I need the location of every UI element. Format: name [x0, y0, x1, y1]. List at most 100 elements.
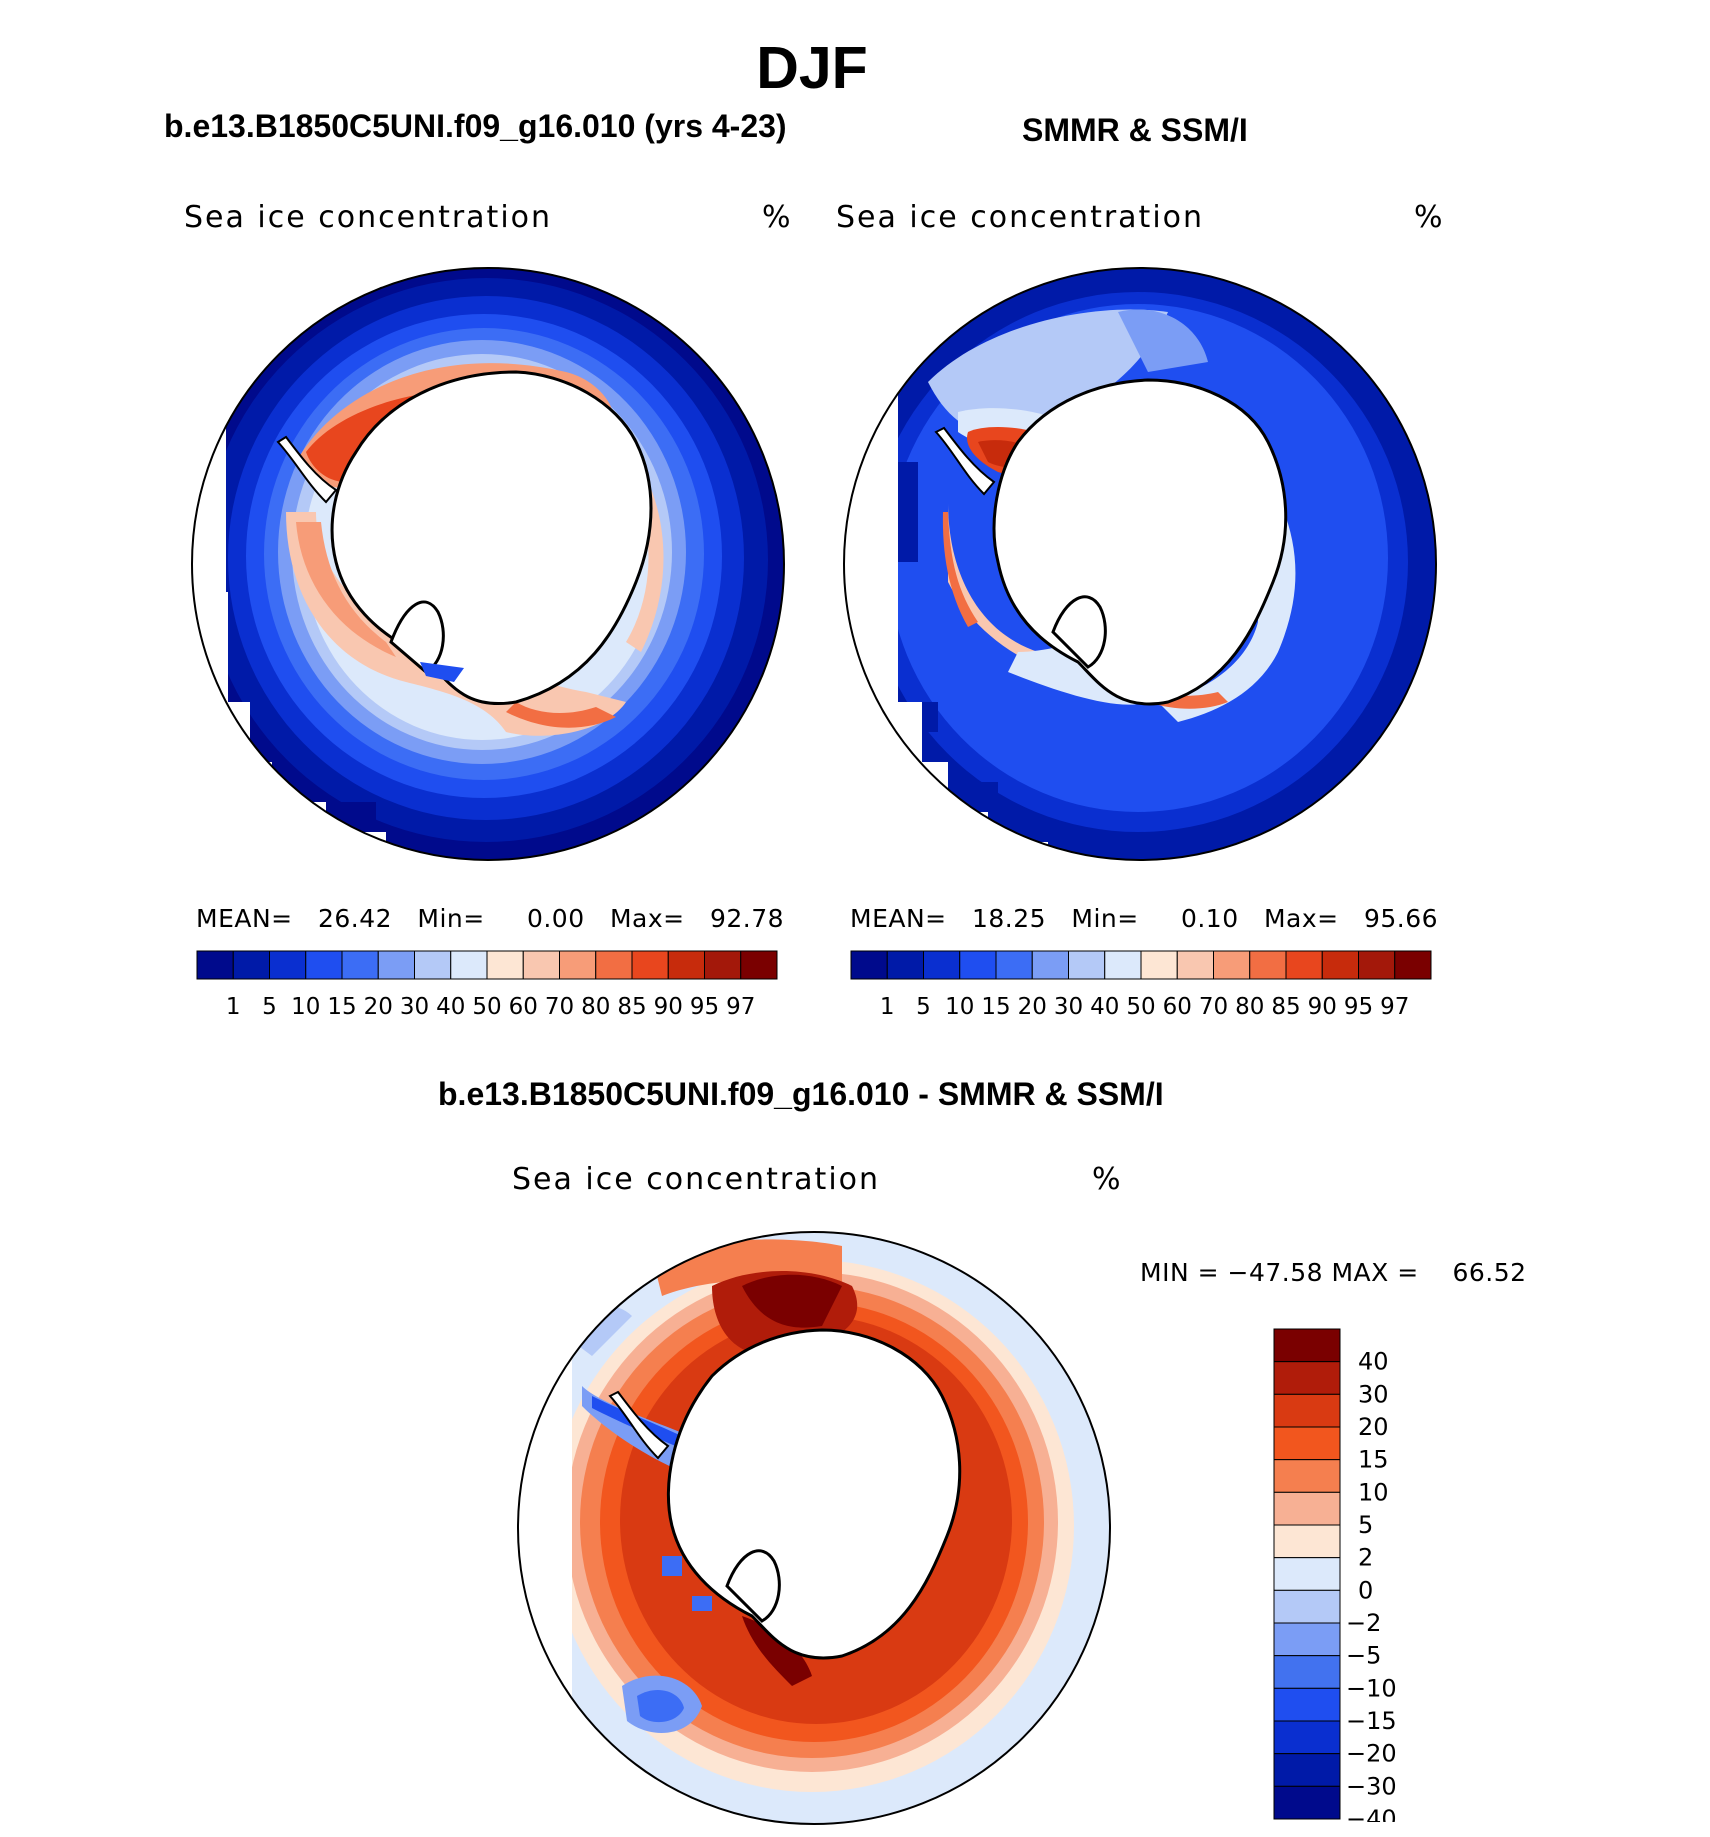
- diff-polar-map: [517, 1231, 1111, 1825]
- obs-colorbar-tick-label: 20: [1018, 994, 1047, 1020]
- obs-colorbar-tick-label: 80: [1235, 994, 1264, 1020]
- model-min-value: 0.00: [526, 904, 585, 933]
- obs-colorbar-tick-label: 10: [945, 994, 974, 1020]
- diff-colorbar-swatch: [1273, 1655, 1341, 1689]
- obs-colorbar-tick-label: 30: [1054, 994, 1083, 1020]
- model-colorbar-tick-label: 80: [581, 994, 610, 1020]
- diff-max-value: 66.52: [1452, 1258, 1527, 1287]
- model-colorbar-swatch: [559, 950, 597, 980]
- model-max-label: Max=: [609, 904, 685, 933]
- obs-max-label: Max=: [1263, 904, 1339, 933]
- model-mean-value: 26.42: [317, 904, 393, 933]
- diff-colorbar-swatch: [1273, 1426, 1341, 1461]
- diff-min-value: −47.58: [1227, 1258, 1324, 1287]
- obs-colorbar-tick-label: 5: [916, 994, 931, 1020]
- model-colorbar-swatch: [704, 950, 742, 980]
- diff-colorbar-swatch: [1273, 1785, 1341, 1820]
- obs-colorbar-tick-label: 97: [1380, 994, 1409, 1020]
- diff-colorbar-tick-label: −2: [1346, 1609, 1381, 1637]
- diff-colorbar-swatch: [1273, 1361, 1341, 1395]
- obs-colorbar-tick-label: 40: [1090, 994, 1119, 1020]
- model-variable-label: Sea ice concentration: [184, 200, 553, 235]
- model-colorbar-swatch: [269, 950, 307, 980]
- obs-min-value: 0.10: [1180, 904, 1239, 933]
- diff-colorbar-swatch: [1273, 1720, 1341, 1755]
- diff-colorbar-swatch: [1273, 1459, 1341, 1493]
- diff-title: b.e13.B1850C5UNI.f09_g16.010 - SMMR & SS…: [438, 1076, 1164, 1112]
- diff-colorbar-tick-label: −20: [1346, 1740, 1397, 1768]
- diff-colorbar-swatch: [1273, 1328, 1341, 1363]
- model-colorbar-tick-label: 5: [262, 994, 277, 1020]
- obs-mean-value: 18.25: [971, 904, 1047, 933]
- obs-colorbar-tick-label: 70: [1199, 994, 1228, 1020]
- model-colorbar-tick-label: 50: [472, 994, 501, 1020]
- obs-stats: MEAN= 18.25 Min= 0.10 Max= 95.66: [850, 904, 1438, 933]
- model-polar-map: [191, 267, 785, 861]
- model-unit-label: %: [762, 200, 791, 235]
- obs-colorbar-swatch: [1176, 950, 1214, 980]
- diff-colorbar-tick-label: −15: [1346, 1707, 1397, 1735]
- diff-colorbar-swatch: [1273, 1687, 1341, 1722]
- diff-colorbar-tick-label: −10: [1346, 1674, 1397, 1702]
- model-min-label: Min=: [417, 904, 485, 933]
- model-colorbar-swatch: [595, 950, 633, 980]
- obs-ice-field: [844, 268, 1436, 860]
- obs-variable-label: Sea ice concentration: [836, 200, 1205, 235]
- model-colorbar-swatch: [740, 950, 778, 980]
- diff-colorbar-tick-label: 2: [1358, 1544, 1373, 1572]
- model-colorbar-tick-label: 95: [690, 994, 719, 1020]
- obs-colorbar-swatch: [1321, 950, 1359, 980]
- obs-colorbar-tick-label: 90: [1308, 994, 1337, 1020]
- obs-min-label: Min=: [1071, 904, 1139, 933]
- model-colorbar-swatch: [414, 950, 452, 980]
- obs-colorbar-swatch: [959, 950, 997, 980]
- model-colorbar-tick-label: 20: [364, 994, 393, 1020]
- model-colorbar-swatch: [450, 950, 488, 980]
- model-colorbar-swatch: [486, 950, 524, 980]
- diff-colorbar-tick-label: 5: [1358, 1511, 1373, 1539]
- model-colorbar-swatch: [341, 950, 379, 980]
- obs-colorbar-tick-label: 60: [1163, 994, 1192, 1020]
- diff-variable-label: Sea ice concentration: [512, 1162, 881, 1197]
- obs-colorbar-swatch: [1394, 950, 1432, 980]
- model-colorbar-swatch: [232, 950, 270, 980]
- diff-colorbar-tick-label: 40: [1358, 1348, 1389, 1376]
- obs-colorbar-swatch: [1249, 950, 1287, 980]
- model-mean-label: MEAN=: [196, 904, 293, 933]
- diff-colorbar-swatch: [1273, 1589, 1341, 1624]
- diff-colorbar-tick-label: −40: [1346, 1805, 1397, 1822]
- diff-colorbar-tick-label: 10: [1358, 1478, 1389, 1506]
- model-max-value: 92.78: [709, 904, 785, 933]
- diff-colorbar-tick-label: −30: [1346, 1772, 1397, 1800]
- obs-colorbar-tick-label: 15: [981, 994, 1010, 1020]
- season-title: DJF: [756, 35, 868, 101]
- diff-colorbar-swatch: [1273, 1393, 1341, 1428]
- obs-colorbar-swatch: [1140, 950, 1178, 980]
- obs-polar-map: [843, 267, 1437, 861]
- obs-colorbar-swatch: [923, 950, 961, 980]
- obs-colorbar-swatch: [1213, 950, 1251, 980]
- diff-colorbar-swatch: [1273, 1753, 1341, 1787]
- obs-colorbar-swatch: [1358, 950, 1396, 980]
- diff-colorbar-swatch: [1273, 1491, 1341, 1526]
- model-colorbar-swatch: [196, 950, 234, 980]
- model-title: b.e13.B1850C5UNI.f09_g16.010 (yrs 4-23): [164, 108, 787, 144]
- obs-colorbar-tick-label: 85: [1271, 994, 1300, 1020]
- model-colorbar-tick-label: 97: [726, 994, 755, 1020]
- obs-colorbar-swatch: [1104, 950, 1142, 980]
- model-stats: MEAN= 26.42 Min= 0.00 Max= 92.78: [196, 904, 784, 933]
- obs-unit-label: %: [1414, 200, 1443, 235]
- diff-stats: MIN = −47.58 MAX = 66.52: [1140, 1258, 1527, 1287]
- diff-max-label: MAX =: [1331, 1258, 1419, 1287]
- model-colorbar-tick-label: 10: [291, 994, 320, 1020]
- model-colorbar-tick-label: 85: [617, 994, 646, 1020]
- obs-colorbar-swatch: [886, 950, 924, 980]
- model-ice-field: [192, 268, 784, 860]
- diff-colorbar-swatch: [1273, 1524, 1341, 1559]
- model-colorbar-swatch: [631, 950, 669, 980]
- diff-unit-label: %: [1092, 1162, 1121, 1197]
- model-colorbar-tick-label: 30: [400, 994, 429, 1020]
- obs-max-value: 95.66: [1363, 904, 1439, 933]
